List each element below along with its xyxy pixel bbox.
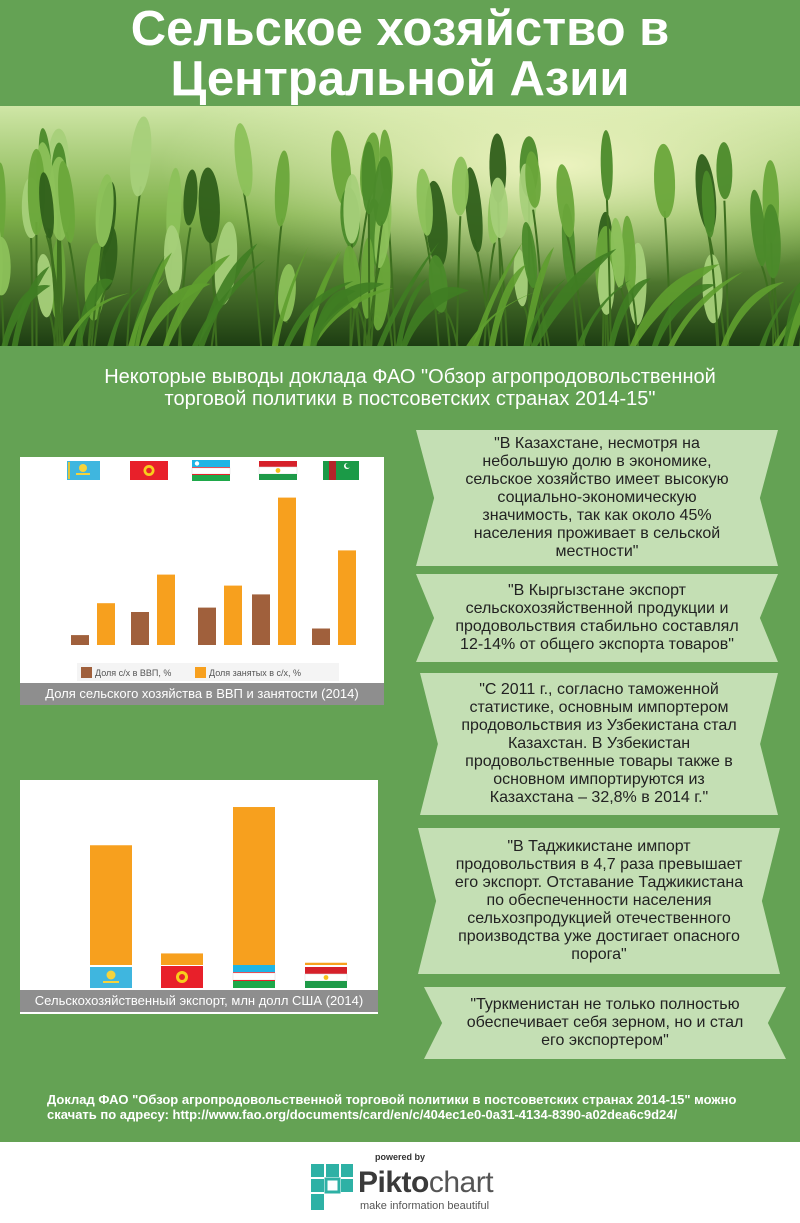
quote-line: сельхозпродукцией отечественного: [467, 910, 731, 927]
quote-line: статистике, основным импортером: [469, 699, 729, 716]
wheat-hero-image: [0, 106, 800, 346]
quote-line: небольшую долю в экономике,: [482, 453, 712, 470]
quote-line: порога": [571, 946, 627, 963]
bar-employment-0: [97, 603, 115, 645]
quote-box-1: "В Казахстане, несмотря на небольшую долю…: [416, 430, 778, 566]
flag-tajikistan: [304, 967, 348, 988]
bar-gdp-3: [252, 594, 270, 645]
source-line1: Доклад ФАО "Обзор агропродовольственной …: [47, 1092, 737, 1107]
quote-line: 12-14% от общего экспорта товаров": [460, 636, 734, 653]
quote-line: основном импортируются из: [493, 771, 705, 788]
flag-uzbekistan: [232, 965, 276, 988]
bar-employment-1: [157, 574, 175, 645]
bar-employment-3: [278, 497, 296, 645]
gdp-employment-chart-card: Доля с/х в ВВП, % Доля занятых в с/х, % …: [20, 457, 384, 705]
quote-line: его экспортером": [541, 1032, 669, 1049]
source-note: Доклад ФАО "Обзор агропродовольственной …: [47, 1092, 767, 1122]
brand-bold: Pikto: [358, 1166, 429, 1199]
wheat-illustration: [0, 106, 800, 346]
quote-line: населения проживает в сельской: [473, 525, 721, 542]
brand-light: chart: [428, 1166, 494, 1199]
legend-swatch-gdp: [81, 667, 92, 678]
quote-line: производства уже достигает опасного: [458, 928, 740, 945]
page-title-line1: Сельское хозяйство в: [130, 2, 670, 56]
flag-kazakhstan: [90, 967, 132, 988]
legend-swatch-employment: [195, 667, 206, 678]
quote-line: "Туркменистан не только полностью: [470, 996, 740, 1013]
bar-gdp-1: [131, 612, 149, 645]
piktochart-tagline: make information beautiful: [360, 1200, 490, 1212]
export-bar-0: [90, 845, 132, 965]
quote-line: местности": [555, 543, 639, 560]
quote-box-3: "С 2011 г., согласно таможенной статистик…: [420, 673, 778, 815]
report-subtitle: Некоторые выводы доклада ФАО "Обзор агро…: [40, 366, 780, 410]
flag-uzbekistan: [191, 460, 231, 481]
powered-by-label: powered by: [374, 1152, 425, 1162]
quote-box-2: "В Кыргызстане экспорт сельскохозяйственн…: [416, 574, 778, 662]
export-bar-3: [305, 962, 347, 965]
bar-gdp-0: [71, 635, 89, 645]
flag-turkmenistan: [323, 461, 359, 480]
bar-employment-2: [224, 585, 242, 645]
flag-kazakhstan: [67, 461, 100, 480]
agri-export-chart: [90, 807, 348, 988]
legend-label-employment: Доля занятых в с/х, %: [209, 668, 301, 678]
quote-line: продовольствия из Узбекистана стал: [461, 717, 737, 734]
quote-line: по обеспеченности населения: [486, 892, 712, 909]
quote-line: сельское хозяйство имеет высокую: [465, 471, 729, 488]
page-title-line2: Центральной Азии: [170, 52, 630, 106]
quote-line: Казахстан. В Узбекистан: [507, 735, 691, 752]
quote-line: его экспорт. Отставание Таджикистана: [454, 874, 744, 891]
agri-export-chart-card: Сельскохозяйственный экспорт, млн долл С…: [20, 780, 378, 1014]
gdp-employment-chart: Доля с/х в ВВП, % Доля занятых в с/х, %: [67, 460, 359, 681]
quote-box-4: "В Таджикистане импорт продовольствия в 4…: [418, 828, 780, 974]
flag-tajikistan: [258, 461, 298, 480]
legend-label-gdp: Доля с/х в ВВП, %: [95, 668, 171, 678]
chart1-legend: Доля с/х в ВВП, % Доля занятых в с/х, %: [77, 663, 339, 681]
bar-employment-4: [338, 550, 356, 645]
export-bar-2: [233, 807, 275, 965]
quote-line: Казахстана – 32,8% в 2014 г.": [489, 789, 709, 806]
bar-gdp-2: [198, 607, 216, 645]
quote-line: обеспечивает себя зерном, но и стал: [466, 1014, 744, 1031]
quote-box-5: "Туркменистан не только полностью обеспеч…: [424, 987, 786, 1059]
subtitle-line1: Некоторые выводы доклада ФАО "Обзор агро…: [104, 366, 716, 388]
title-band: Сельское хозяйство в Центральной Азии: [0, 0, 800, 106]
quote-line: "В Таджикистане импорт: [507, 838, 691, 855]
quote-line: "С 2011 г., согласно таможенной: [479, 681, 719, 698]
chart1-caption: Доля сельского хозяйства в ВВП и занятос…: [20, 683, 384, 705]
source-line2[interactable]: скачать по адресу: http://www.fao.org/do…: [47, 1107, 678, 1122]
page-title: Сельское хозяйство в Центральной Азии: [0, 4, 800, 104]
chart2-caption: Сельскохозяйственный экспорт, млн долл С…: [20, 990, 378, 1012]
subtitle-line2: торговой политики в постсоветских страна…: [164, 388, 656, 410]
quote-line: продовольствия в 4,7 раза превышает: [455, 856, 743, 873]
quote-line: "В Казахстане, несмотря на: [494, 435, 700, 452]
quote-line: значимость, так как около 45%: [482, 507, 712, 524]
flag-kyrgyzstan: [161, 966, 203, 988]
piktochart-brand[interactable]: Piktochart: [358, 1166, 494, 1200]
piktochart-logo-icon[interactable]: [311, 1164, 353, 1210]
quote-line: продовольственные товары также в: [465, 753, 733, 770]
flag-kyrgyzstan: [130, 461, 168, 480]
footer: powered by Piktochart make information b…: [0, 1142, 800, 1223]
quote-line: сельскохозяйственной продукции и: [465, 600, 729, 617]
bar-gdp-4: [312, 628, 330, 645]
quote-line: продовольствия стабильно составлял: [455, 618, 739, 635]
quote-line: "В Кыргызстане экспорт: [507, 582, 686, 599]
export-bar-1: [161, 953, 203, 965]
quote-line: социально-экономическую: [497, 489, 697, 506]
